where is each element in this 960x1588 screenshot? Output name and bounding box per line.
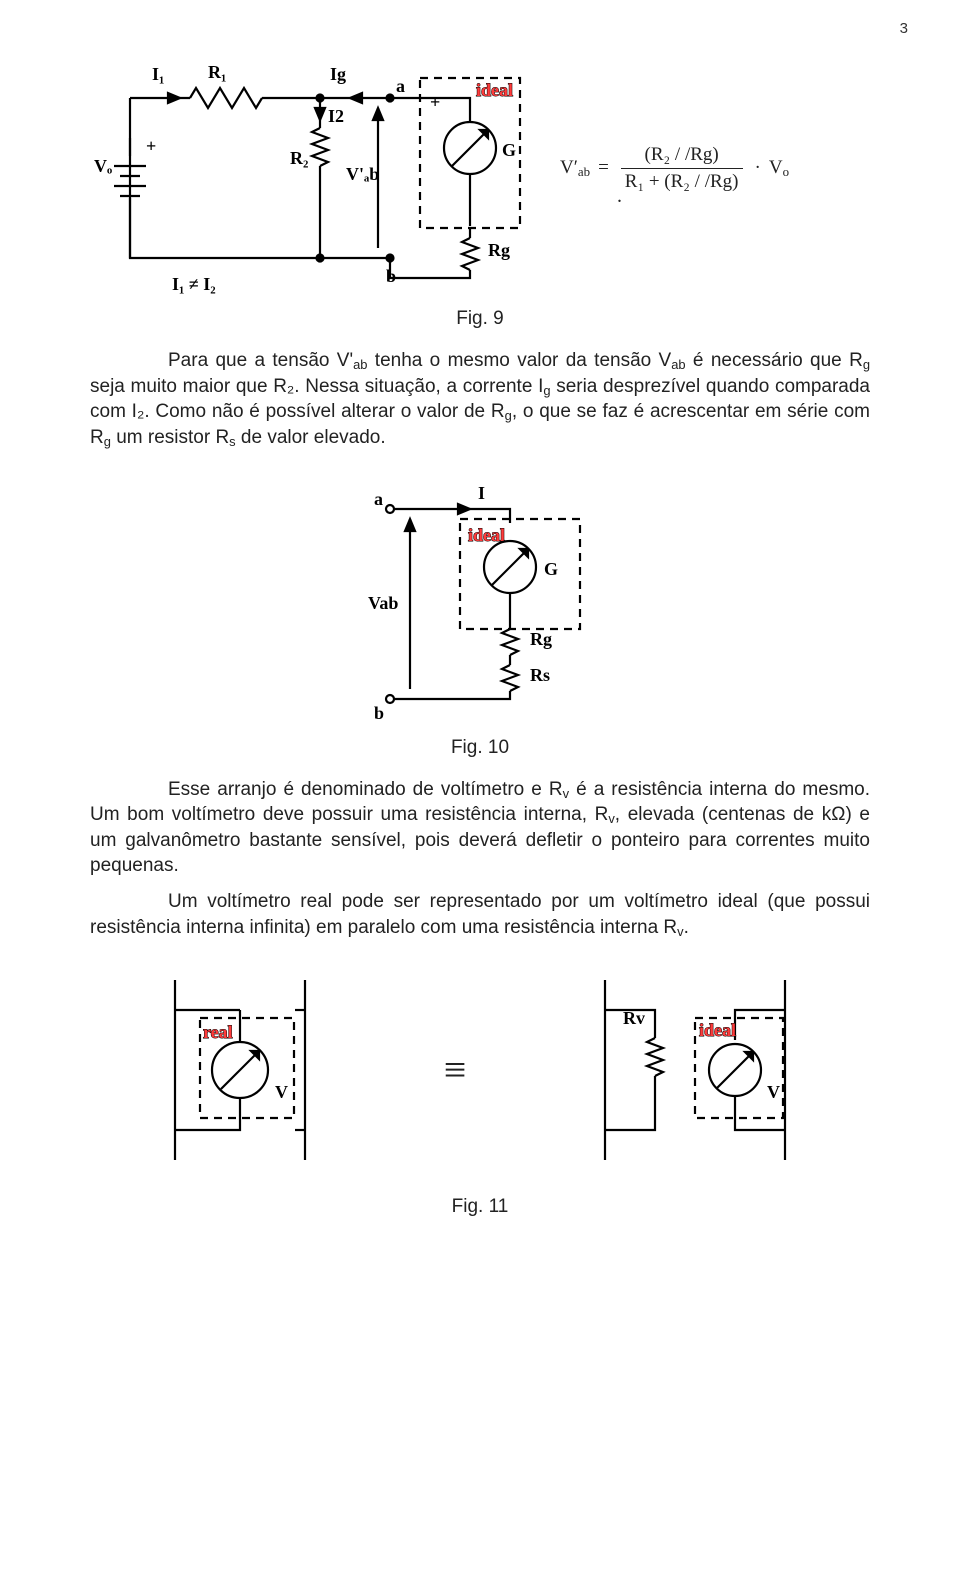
label-Rg: Rg [488, 240, 510, 260]
eq-num: (R₂ / /Rg) [641, 144, 723, 166]
eq-rhs: Vo [769, 157, 789, 180]
caption-fig10: Fig. 10 [90, 737, 870, 759]
label-R1: R₁ [208, 62, 226, 82]
label-b: b [386, 266, 396, 286]
page-number: 3 [900, 20, 908, 37]
caption-fig11: Fig. 11 [90, 1196, 870, 1218]
label-ideal-10: ideal [468, 525, 505, 545]
label-I-10: I [478, 483, 485, 503]
label-V-right: V [767, 1082, 780, 1102]
fig11-row: real V ≡ Rv ideal V [90, 970, 870, 1170]
label-ideal: ideal [476, 80, 513, 100]
label-G: G [502, 140, 516, 160]
caption-fig9: Fig. 9 [90, 308, 870, 330]
label-plus: + [430, 92, 440, 112]
eq-period: . [617, 185, 624, 208]
label-Vo: Vₒ [94, 156, 112, 176]
label-real-11: real [203, 1022, 233, 1042]
equiv-icon: ≡ [444, 1050, 467, 1090]
page: 3 [0, 0, 960, 1296]
eq-den: R₁ + (R₂ / /Rg) [621, 171, 743, 193]
label-I1: I₁ [152, 64, 164, 84]
equation-vab: V′ab = (R₂ / /Rg) R₁ + (R₂ / /Rg) · Vo . [560, 144, 804, 193]
label-Ig: Ig [330, 64, 346, 84]
label-a: a [396, 76, 405, 96]
svg-text:+: + [146, 136, 156, 156]
fig11-left: real V [145, 970, 335, 1170]
label-I1neq: I₁ ≠ I₂ [172, 274, 216, 294]
label-b-10: b [374, 703, 384, 723]
label-Rg-10: Rg [530, 629, 552, 649]
label-Vab-10: Vab [368, 593, 398, 613]
label-G-10: G [544, 559, 558, 579]
label-Rv-11: Rv [623, 1008, 645, 1028]
label-I2: I2 [328, 106, 344, 126]
label-a-10: a [374, 489, 383, 509]
eq-lhs: V′ab [560, 157, 590, 180]
para-1: Para que a tensão V'ab tenha o mesmo val… [90, 348, 870, 451]
fig9-circuit: + I₁ R₁ Ig a I2 ideal Vₒ + R₂ V'ₐb G Rg … [90, 38, 530, 298]
eq-dot: · [755, 157, 761, 179]
para-2: Esse arranjo é denominado de voltímetro … [90, 777, 870, 880]
para-3: Um voltímetro real pode ser representado… [90, 889, 870, 940]
fig10-circuit: ideal a I Vab G Rg Rs b [330, 469, 630, 729]
eq-eqsign: = [598, 157, 609, 179]
label-R2: R₂ [290, 148, 308, 168]
label-Rs-10: Rs [530, 665, 550, 685]
fig9-row: + I₁ R₁ Ig a I2 ideal Vₒ + R₂ V'ₐb G Rg … [90, 38, 870, 298]
label-Vab: V'ₐb [346, 164, 379, 184]
label-V-left: V [275, 1082, 288, 1102]
fig11-right: Rv ideal V [575, 970, 815, 1170]
eq-fraction: (R₂ / /Rg) R₁ + (R₂ / /Rg) [617, 144, 747, 193]
label-ideal-11: ideal [699, 1020, 736, 1040]
